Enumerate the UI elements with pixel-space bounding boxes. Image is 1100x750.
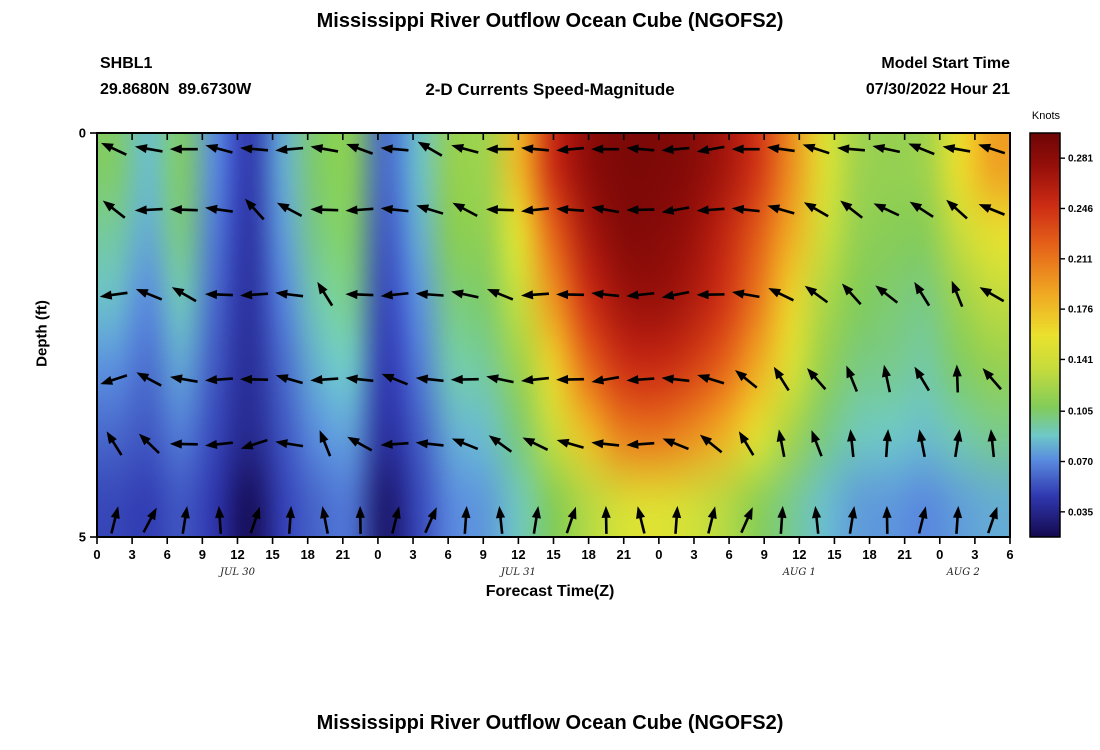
y-tick-label: 0 — [79, 126, 86, 141]
heatmap-canvas — [97, 133, 1010, 537]
date-label: AUG 1 — [782, 567, 816, 578]
colorbar-title: Knots — [1031, 110, 1061, 122]
x-tick-label: 18 — [581, 547, 595, 562]
date-label: JUL 30 — [218, 567, 256, 578]
x-tick-label: 6 — [164, 547, 171, 562]
date-label: AUG 2 — [946, 567, 980, 578]
x-tick-label: 3 — [128, 547, 135, 562]
station-id: SHBL1 — [100, 55, 153, 72]
colorbar-tick-label: 0.176 — [1068, 305, 1093, 316]
x-tick-label: 0 — [655, 547, 662, 562]
colorbar-tick-label: 0.035 — [1068, 507, 1093, 518]
x-tick-label: 21 — [616, 547, 630, 562]
x-tick-label: 9 — [480, 547, 487, 562]
x-tick-label: 3 — [690, 547, 697, 562]
x-tick-label: 12 — [511, 547, 525, 562]
station-coordinates: 29.8680N 89.6730W — [100, 81, 252, 98]
x-tick-label: 21 — [336, 547, 350, 562]
colorbar-tick-label: 0.246 — [1068, 204, 1093, 215]
x-tick-label: 15 — [265, 547, 279, 562]
colorbar-canvas — [1030, 133, 1060, 537]
x-tick-label: 6 — [1006, 547, 1013, 562]
x-tick-label: 9 — [761, 547, 768, 562]
date-label: JUL 31 — [499, 567, 536, 578]
x-tick-label: 3 — [409, 547, 416, 562]
x-axis-label: Forecast Time(Z) — [485, 583, 615, 600]
x-tick-label: 0 — [936, 547, 943, 562]
model-start-value: 07/30/2022 Hour 21 — [865, 81, 1010, 98]
second-panel-title: Mississippi River Outflow Ocean Cube (NG… — [316, 712, 784, 734]
x-tick-label: 12 — [230, 547, 244, 562]
x-tick-label: 0 — [374, 547, 381, 562]
colorbar-tick-label: 0.105 — [1068, 407, 1093, 418]
colorbar-tick-label: 0.070 — [1068, 457, 1093, 468]
colorbar-tick-label: 0.141 — [1068, 355, 1093, 366]
x-tick-label: 18 — [862, 547, 876, 562]
x-tick-label: 12 — [792, 547, 806, 562]
x-tick-label: 15 — [827, 547, 841, 562]
colorbar-tick-label: 0.281 — [1068, 154, 1093, 165]
y-tick-label: 5 — [79, 530, 86, 545]
x-tick-label: 3 — [971, 547, 978, 562]
x-tick-label: 15 — [546, 547, 560, 562]
plot-subtitle: 2-D Currents Speed-Magnitude — [425, 80, 675, 99]
x-tick-label: 6 — [725, 547, 732, 562]
x-tick-label: 18 — [300, 547, 314, 562]
x-tick-label: 0 — [93, 547, 100, 562]
colorbar-tick-label: 0.211 — [1068, 254, 1093, 265]
x-tick-label: 9 — [199, 547, 206, 562]
x-tick-label: 6 — [445, 547, 452, 562]
panel-title: Mississippi River Outflow Ocean Cube (NG… — [316, 10, 784, 32]
x-tick-label: 21 — [897, 547, 911, 562]
y-axis-label: Depth (ft) — [33, 300, 51, 367]
model-start-label: Model Start Time — [881, 55, 1010, 72]
